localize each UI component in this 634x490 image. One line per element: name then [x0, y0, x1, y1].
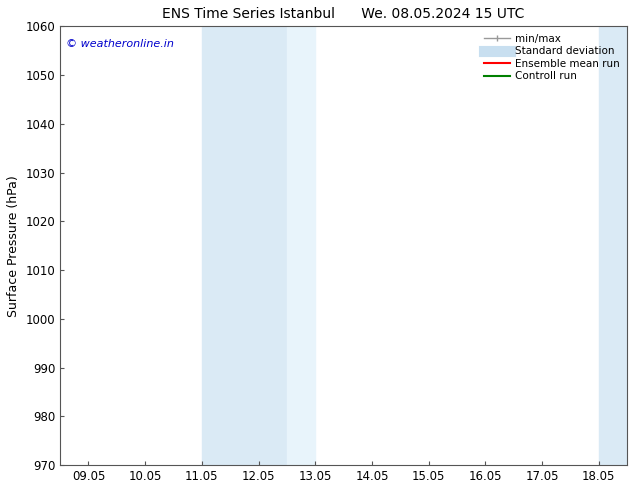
- Text: © weatheronline.in: © weatheronline.in: [66, 40, 174, 49]
- Title: ENS Time Series Istanbul      We. 08.05.2024 15 UTC: ENS Time Series Istanbul We. 08.05.2024 …: [162, 7, 525, 21]
- Legend: min/max, Standard deviation, Ensemble mean run, Controll run: min/max, Standard deviation, Ensemble me…: [479, 29, 624, 86]
- Bar: [202, 26, 287, 465]
- Bar: [287, 26, 315, 465]
- Bar: [598, 26, 627, 465]
- Y-axis label: Surface Pressure (hPa): Surface Pressure (hPa): [7, 175, 20, 317]
